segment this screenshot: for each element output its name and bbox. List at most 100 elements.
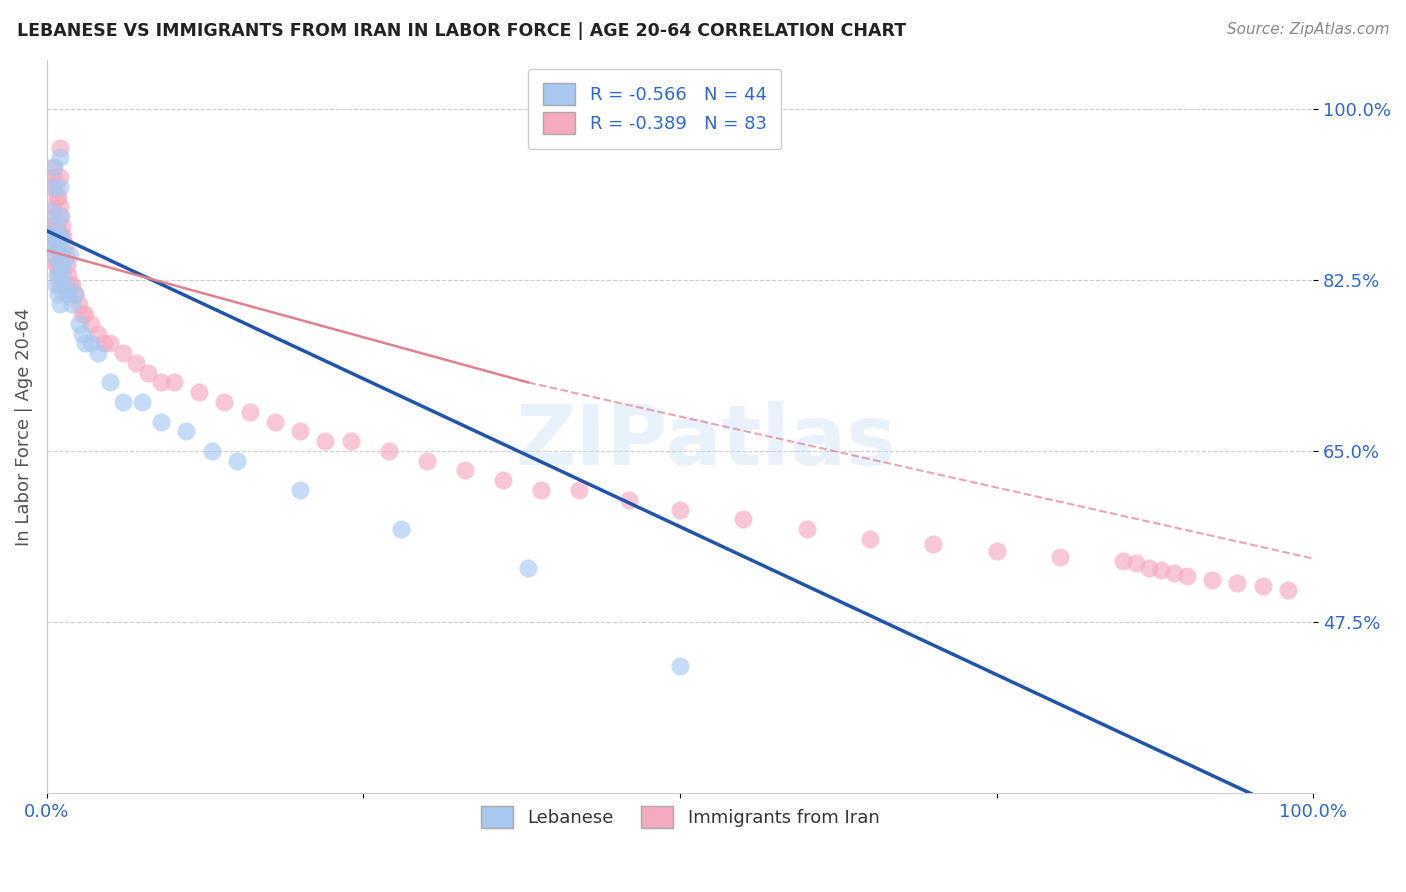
Point	[52, 258, 75, 272]
Point	[46, 268, 69, 282]
Point	[80, 317, 103, 331]
Point	[669, 502, 692, 516]
Point	[48, 297, 70, 311]
Point	[45, 179, 67, 194]
Point	[733, 512, 755, 526]
Point	[49, 209, 72, 223]
Point	[73, 336, 96, 351]
Point	[1125, 557, 1147, 571]
Point	[46, 228, 69, 243]
Point	[41, 228, 63, 243]
Point	[42, 248, 65, 262]
Y-axis label: In Labor Force | Age 20-64: In Labor Force | Age 20-64	[15, 308, 32, 546]
Point	[60, 297, 83, 311]
Point	[212, 395, 235, 409]
Point	[55, 248, 77, 262]
Point	[46, 287, 69, 301]
Point	[59, 248, 82, 262]
Point	[530, 483, 553, 497]
Point	[1137, 561, 1160, 575]
Point	[48, 238, 70, 252]
Point	[124, 356, 146, 370]
Point	[86, 326, 108, 341]
Point	[1226, 576, 1249, 591]
Point	[859, 532, 882, 546]
Point	[48, 277, 70, 292]
Point	[1112, 553, 1135, 567]
Point	[67, 297, 90, 311]
Point	[46, 228, 69, 243]
Point	[58, 268, 80, 282]
Legend: Lebanese, Immigrants from Iran: Lebanese, Immigrants from Iran	[474, 799, 887, 836]
Point	[39, 169, 62, 184]
Point	[44, 169, 66, 184]
Point	[80, 336, 103, 351]
Point	[922, 537, 945, 551]
Point	[136, 366, 159, 380]
Point	[131, 395, 153, 409]
Point	[174, 425, 197, 439]
Point	[416, 453, 439, 467]
Point	[1251, 579, 1274, 593]
Point	[48, 141, 70, 155]
Point	[44, 160, 66, 174]
Point	[986, 543, 1008, 558]
Point	[52, 228, 75, 243]
Point	[111, 346, 134, 360]
Point	[93, 336, 115, 351]
Point	[42, 238, 65, 252]
Point	[42, 179, 65, 194]
Point	[41, 228, 63, 243]
Point	[48, 258, 70, 272]
Point	[56, 258, 79, 272]
Point	[67, 317, 90, 331]
Point	[72, 307, 94, 321]
Point	[59, 277, 82, 292]
Point	[46, 238, 69, 252]
Point	[49, 268, 72, 282]
Point	[42, 199, 65, 213]
Point	[111, 395, 134, 409]
Point	[51, 244, 73, 258]
Point	[288, 483, 311, 497]
Point	[225, 453, 247, 467]
Point	[48, 169, 70, 184]
Point	[1150, 563, 1173, 577]
Point	[53, 277, 76, 292]
Point	[38, 219, 60, 233]
Point	[73, 307, 96, 321]
Point	[46, 268, 69, 282]
Point	[55, 277, 77, 292]
Point	[288, 425, 311, 439]
Point	[454, 463, 477, 477]
Point	[340, 434, 363, 449]
Point	[48, 150, 70, 164]
Point	[200, 444, 222, 458]
Point	[46, 258, 69, 272]
Point	[669, 659, 692, 673]
Point	[796, 522, 818, 536]
Point	[52, 268, 75, 282]
Point	[51, 258, 73, 272]
Point	[63, 287, 86, 301]
Point	[48, 228, 70, 243]
Point	[263, 415, 285, 429]
Point	[378, 444, 401, 458]
Point	[1049, 549, 1071, 564]
Point	[187, 385, 209, 400]
Point	[60, 277, 83, 292]
Point	[46, 189, 69, 203]
Point	[44, 209, 66, 223]
Point	[48, 199, 70, 213]
Point	[39, 219, 62, 233]
Text: LEBANESE VS IMMIGRANTS FROM IRAN IN LABOR FORCE | AGE 20-64 CORRELATION CHART: LEBANESE VS IMMIGRANTS FROM IRAN IN LABO…	[17, 22, 905, 40]
Point	[45, 219, 67, 233]
Point	[391, 522, 413, 536]
Point	[51, 283, 73, 297]
Text: Source: ZipAtlas.com: Source: ZipAtlas.com	[1226, 22, 1389, 37]
Point	[315, 434, 337, 449]
Point	[46, 189, 69, 203]
Text: ZIPatlas: ZIPatlas	[515, 401, 896, 482]
Point	[149, 415, 172, 429]
Point	[45, 219, 67, 233]
